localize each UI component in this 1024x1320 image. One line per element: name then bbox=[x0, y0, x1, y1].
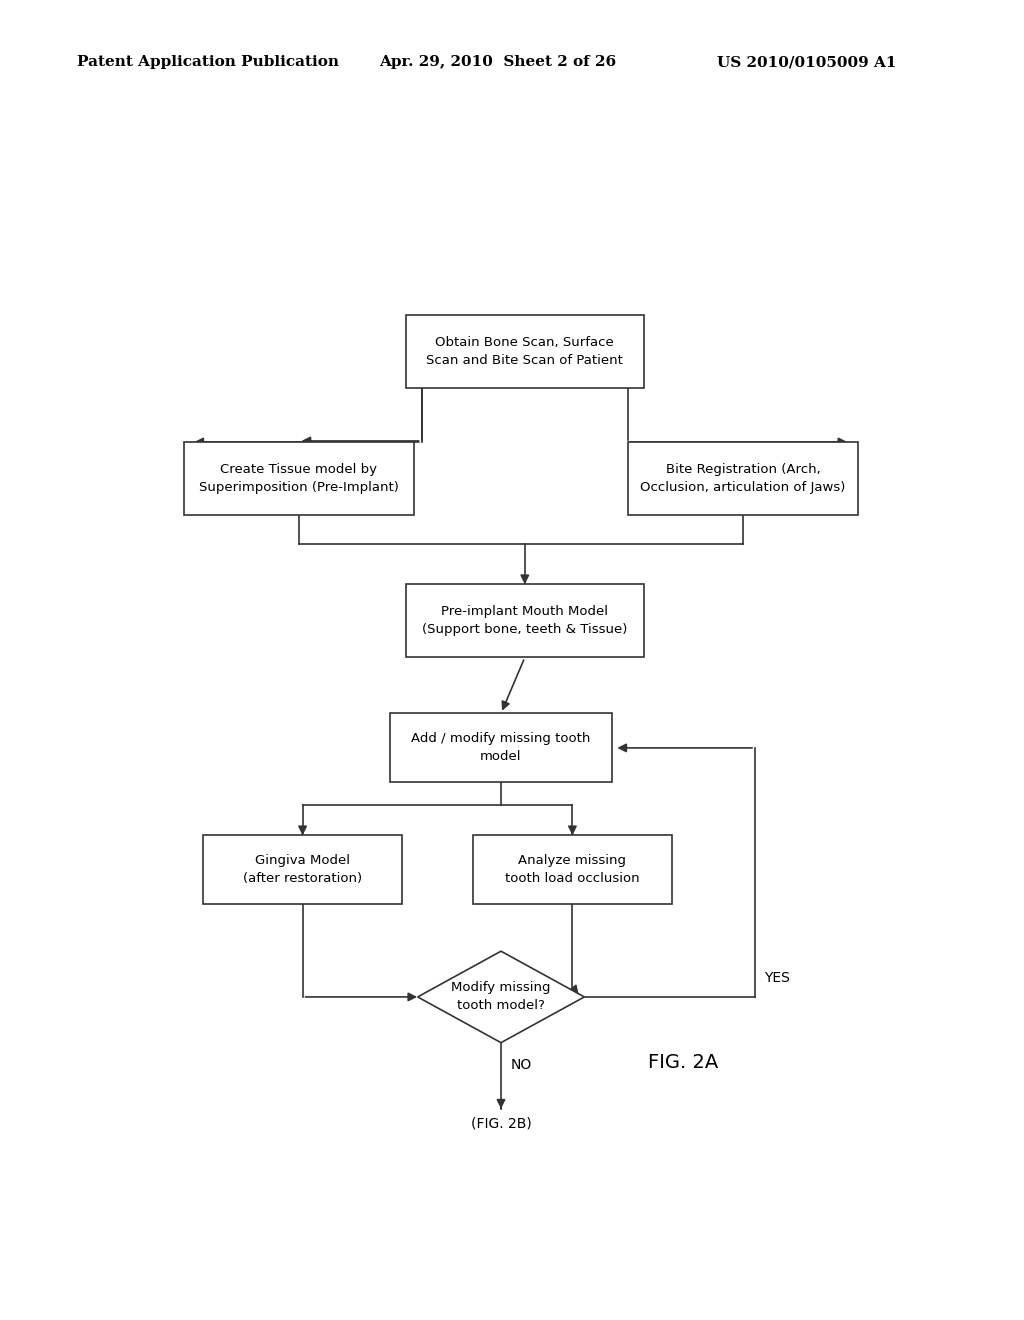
Text: Create Tissue model by
Superimposition (Pre-Implant): Create Tissue model by Superimposition (… bbox=[199, 463, 398, 494]
Text: Add / modify missing tooth
model: Add / modify missing tooth model bbox=[412, 733, 591, 763]
FancyBboxPatch shape bbox=[473, 836, 672, 904]
FancyBboxPatch shape bbox=[183, 442, 414, 515]
Text: Analyze missing
tooth load occlusion: Analyze missing tooth load occlusion bbox=[505, 854, 640, 886]
FancyBboxPatch shape bbox=[390, 713, 612, 783]
Text: Patent Application Publication: Patent Application Publication bbox=[77, 55, 339, 70]
Text: FIG. 2A: FIG. 2A bbox=[648, 1053, 719, 1072]
Text: Pre-implant Mouth Model
(Support bone, teeth & Tissue): Pre-implant Mouth Model (Support bone, t… bbox=[422, 606, 628, 636]
Polygon shape bbox=[418, 952, 585, 1043]
Text: Modify missing
tooth model?: Modify missing tooth model? bbox=[452, 982, 551, 1012]
Text: (FIG. 2B): (FIG. 2B) bbox=[471, 1117, 531, 1131]
FancyBboxPatch shape bbox=[204, 836, 401, 904]
Text: NO: NO bbox=[511, 1057, 531, 1072]
FancyBboxPatch shape bbox=[406, 585, 644, 657]
Text: US 2010/0105009 A1: US 2010/0105009 A1 bbox=[717, 55, 896, 70]
Text: Obtain Bone Scan, Surface
Scan and Bite Scan of Patient: Obtain Bone Scan, Surface Scan and Bite … bbox=[426, 337, 624, 367]
Text: Bite Registration (Arch,
Occlusion, articulation of Jaws): Bite Registration (Arch, Occlusion, arti… bbox=[640, 463, 846, 494]
Text: Gingiva Model
(after restoration): Gingiva Model (after restoration) bbox=[243, 854, 362, 886]
Text: Apr. 29, 2010  Sheet 2 of 26: Apr. 29, 2010 Sheet 2 of 26 bbox=[379, 55, 616, 70]
Text: YES: YES bbox=[765, 970, 791, 985]
FancyBboxPatch shape bbox=[406, 315, 644, 388]
FancyBboxPatch shape bbox=[628, 442, 858, 515]
